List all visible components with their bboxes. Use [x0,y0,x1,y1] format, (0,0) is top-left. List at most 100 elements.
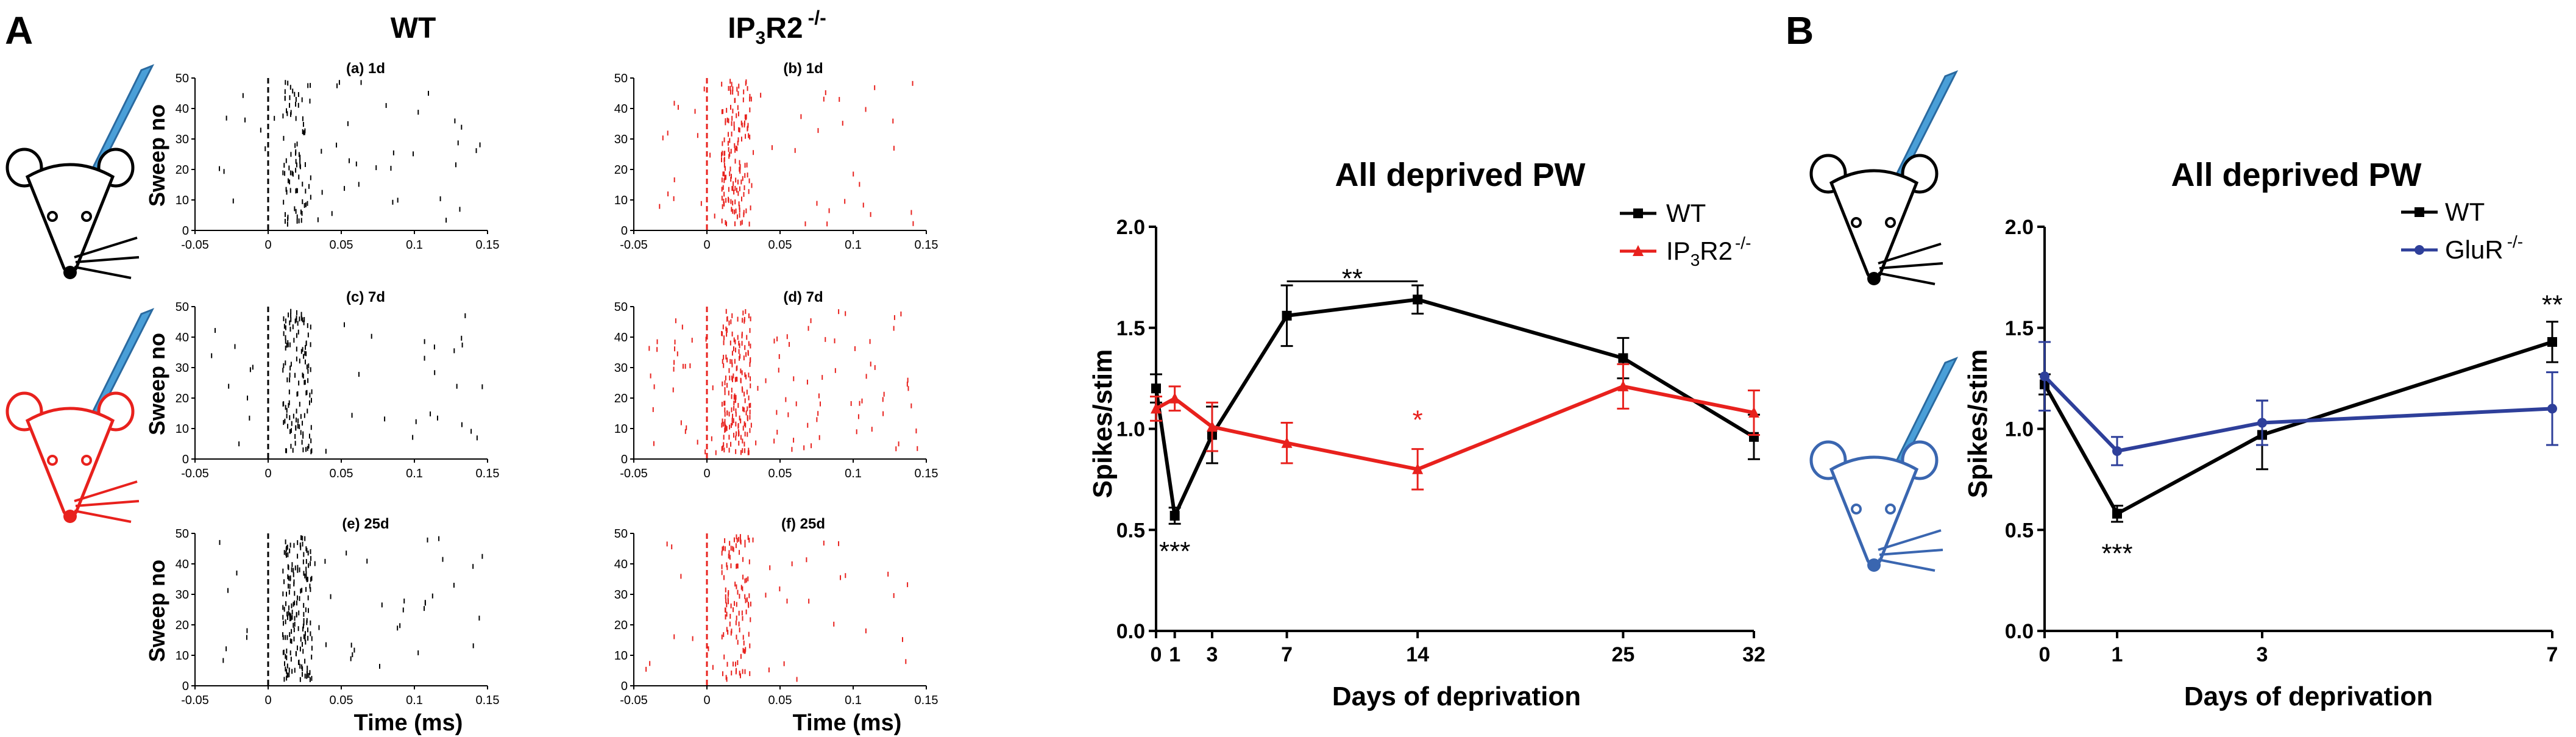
data-point [2040,371,2049,381]
raster-label-c: (c) 7d [346,289,385,305]
data-point [2257,418,2267,428]
data-point [1151,383,1161,393]
chart-ytick-label: 1.0 [2005,418,2034,441]
raster-ytick-label: 0 [621,224,628,238]
chart-xtick-label: 1 [1169,643,1180,666]
legend-wt-label: WT [1666,199,1706,227]
raster-xlabel-ko: Time (ms) [793,710,902,736]
raster-ytick-label: 10 [614,194,628,207]
data-point [2547,337,2557,347]
raster-ylabel-3: Sweep no [144,560,169,662]
raster-ytick-label: 0 [621,680,628,693]
chart-b-xlabel: Days of deprivation [2184,682,2433,711]
raster-ytick-label: 20 [176,619,189,632]
panel-label-b: B [1786,9,1814,52]
raster-xtick-label: 0 [264,238,271,252]
chart-xtick-label: 7 [1281,643,1293,666]
raster-ytick-label: 0 [182,453,189,466]
raster-xtick-label: -0.05 [620,467,648,480]
raster-ytick-label: 0 [621,453,628,466]
raster-ytick-label: 40 [614,102,628,116]
chart-a-ylabel: Spikes/stim [1088,349,1118,499]
raster-ytick-label: 10 [614,649,628,663]
raster-ytick-label: 40 [614,331,628,344]
raster-xtick-label: -0.05 [181,694,209,707]
chart-xtick-label: 25 [1611,643,1634,666]
raster-label-f: (f) 25d [781,516,825,532]
raster-xtick-label: 0.15 [476,467,500,480]
raster-label-d: (d) 7d [783,289,823,305]
raster-xtick-label: 0 [703,467,710,480]
raster-ytick-label: 30 [176,133,189,146]
chart-xtick-label: 0 [2039,643,2051,666]
significance-annotation: *** [2101,538,2132,568]
raster-label-a: (a) 1d [346,60,385,77]
mouse-icon-ko [7,310,152,523]
series-line-0 [1156,299,1754,516]
raster-ytick-label: 10 [614,422,628,436]
raster-xtick-label: 0.15 [915,694,939,707]
chart-ytick-label: 1.0 [1116,418,1145,441]
chart-xtick-label: 14 [1406,643,1429,666]
raster-ytick-label: 40 [176,331,189,344]
raster-ytick-label: 50 [614,527,628,541]
raster-xlabel-wt: Time (ms) [354,710,463,736]
raster-xtick-label: 0.15 [476,238,500,252]
data-point [1413,294,1422,304]
data-point [1282,311,1292,321]
chart-xtick-label: 1 [2112,643,2123,666]
raster-xtick-label: 0.1 [845,694,862,707]
raster-ytick-label: 40 [176,558,189,571]
raster-xtick-label: 0.05 [768,467,792,480]
chart-a-xlabel: Days of deprivation [1332,682,1581,711]
raster-ytick-label: 20 [614,619,628,632]
data-point [2112,509,2122,519]
raster-xtick-label: 0.15 [915,238,939,252]
chart-ytick-label: 0.5 [2005,519,2034,542]
chart-ytick-label: 2.0 [2005,216,2034,239]
raster-ytick-label: 0 [182,224,189,238]
raster-ylabel-2: Sweep no [144,333,169,435]
raster-xtick-label: 0 [703,694,710,707]
raster-ytick-label: 40 [614,558,628,571]
legend-ko-label: IP3R2 -/- [1666,233,1751,269]
raster-ytick-label: 0 [182,680,189,693]
series-line-1 [1156,386,1754,469]
significance-annotation: *** [1159,536,1190,566]
raster-xtick-label: 0.05 [330,694,353,707]
raster-ytick-label: 30 [176,361,189,375]
line-chart-b: 0.00.51.01.52.00 1 3 7***** [2005,216,2563,666]
legend-glur-label: GluR -/- [2445,232,2523,264]
data-point [1169,393,1180,404]
significance-annotation: * [1413,405,1423,435]
chart-xtick-label: 0 [1151,643,1162,666]
significance-annotation: ** [2542,290,2563,320]
raster-xtick-label: -0.05 [620,694,648,707]
significance-annotation: ** [1342,263,1363,293]
chart-b-legend: WT GluR -/- [2401,198,2523,264]
raster-xtick-label: 0.1 [845,467,862,480]
chart-a-title: All deprived PW [1335,157,1585,193]
raster-ytick-label: 50 [614,301,628,314]
figure-canvas: A B [0,0,2576,737]
raster-ytick-label: 30 [176,588,189,602]
chart-xtick-label: 3 [2257,643,2268,666]
mouse-icon-wt-b [1811,72,1956,285]
raster-xtick-label: -0.05 [620,238,648,252]
data-point [2112,446,2122,456]
raster-xtick-label: 0.15 [476,694,500,707]
raster-xtick-label: 0.05 [330,467,353,480]
mouse-icon-wt [7,66,152,279]
raster-ytick-label: 20 [614,163,628,177]
chart-ytick-label: 0.0 [2005,620,2034,643]
raster-xtick-label: 0.05 [330,238,353,252]
chart-ytick-label: 2.0 [1116,216,1145,239]
chart-ytick-label: 1.5 [1116,317,1145,340]
raster-ytick-label: 50 [176,527,189,541]
